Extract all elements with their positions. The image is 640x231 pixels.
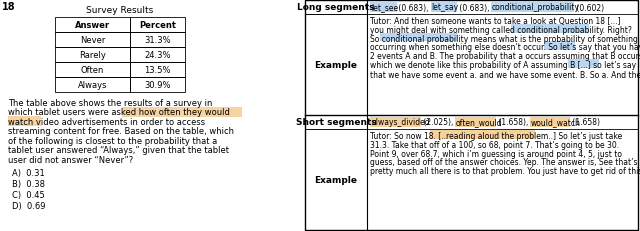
- Bar: [130, 33, 185, 48]
- Text: 18: 18: [2, 2, 15, 12]
- Text: C)  0.45: C) 0.45: [12, 191, 45, 200]
- Text: 2 events A and B. The probability that a occurs assuming that B occurs: 2 events A and B. The probability that a…: [370, 52, 640, 61]
- Text: tablet user answered “Always,” given that the tablet: tablet user answered “Always,” given tha…: [8, 146, 229, 155]
- Text: which we denote like this probability of A assuming B [...] so let’s say: which we denote like this probability of…: [370, 61, 636, 70]
- Bar: [55, 48, 130, 63]
- Text: Point 9, over 68.7, which i’m guessing is around point 4, 5, just to: Point 9, over 68.7, which i’m guessing i…: [370, 149, 622, 158]
- Bar: [511, 25, 589, 33]
- Text: of the following is closest to the probability that a: of the following is closest to the proba…: [8, 137, 217, 145]
- Bar: [8, 116, 41, 126]
- Bar: [130, 78, 185, 93]
- Bar: [305, 1, 638, 230]
- Text: 24.3%: 24.3%: [144, 51, 171, 60]
- Bar: [130, 63, 185, 78]
- Text: Rarely: Rarely: [79, 51, 106, 60]
- Bar: [370, 3, 397, 13]
- Text: let_see: let_see: [371, 3, 398, 12]
- Text: (1.658): (1.658): [570, 118, 600, 127]
- Text: always_divided: always_divided: [371, 118, 429, 127]
- Bar: [55, 63, 130, 78]
- Text: you might deal with something called conditional probability. Right?: you might deal with something called con…: [370, 26, 632, 35]
- Text: 30.9%: 30.9%: [144, 81, 171, 90]
- Text: Answer: Answer: [75, 21, 110, 30]
- Text: pretty much all there is to that problem. You just have to get rid of this.: pretty much all there is to that problem…: [370, 167, 640, 175]
- Text: conditional_probability: conditional_probability: [492, 3, 580, 12]
- Text: Always: Always: [77, 81, 108, 90]
- Bar: [55, 33, 130, 48]
- Text: often_would: often_would: [456, 118, 502, 127]
- Bar: [431, 3, 457, 13]
- Text: B)  0.38: B) 0.38: [12, 180, 45, 189]
- Bar: [491, 3, 573, 13]
- Text: The table above shows the results of a survey in: The table above shows the results of a s…: [8, 99, 212, 108]
- Bar: [455, 118, 495, 128]
- Text: 31.3%: 31.3%: [144, 36, 171, 45]
- Text: Percent: Percent: [139, 21, 176, 30]
- Bar: [55, 18, 130, 33]
- Text: Survey Results: Survey Results: [86, 6, 154, 15]
- Text: watch video advertisements in order to access: watch video advertisements in order to a…: [8, 118, 205, 126]
- Bar: [430, 131, 535, 139]
- Text: 31.3. Take that off of a 100, so 68, point 7. That’s going to be 30.: 31.3. Take that off of a 100, so 68, poi…: [370, 140, 619, 149]
- Text: Never: Never: [80, 36, 105, 45]
- Text: A)  0.31: A) 0.31: [12, 169, 45, 178]
- Text: user did not answer “Never”?: user did not answer “Never”?: [8, 155, 133, 164]
- Text: (0.683),: (0.683),: [457, 3, 492, 12]
- Text: streaming content for free. Based on the table, which: streaming content for free. Based on the…: [8, 127, 234, 136]
- Bar: [568, 60, 599, 69]
- Bar: [529, 118, 570, 128]
- Text: that we have some event a. and we have some event. B. So a. And then we [..]: that we have some event a. and we have s…: [370, 70, 640, 79]
- Text: (0.683),: (0.683),: [397, 3, 431, 12]
- Text: D)  0.69: D) 0.69: [12, 202, 45, 211]
- Bar: [55, 78, 130, 93]
- Text: would_watch: would_watch: [531, 118, 580, 127]
- Text: (0.602): (0.602): [573, 3, 604, 12]
- Text: Tutor: And then someone wants to take a look at Question 18 [...]: Tutor: And then someone wants to take a …: [370, 17, 621, 26]
- Bar: [370, 118, 421, 128]
- Text: So conditional probability means what is the probability of something: So conditional probability means what is…: [370, 34, 638, 43]
- Bar: [380, 33, 458, 42]
- Bar: [130, 18, 185, 33]
- Text: Short segments: Short segments: [296, 118, 376, 127]
- Text: occurring when something else doesn’t occur. So let’s say that you have: occurring when something else doesn’t oc…: [370, 43, 640, 52]
- Text: Tutor: So now 18. [..reading aloud the problem..] So let’s just take: Tutor: So now 18. [..reading aloud the p…: [370, 131, 622, 140]
- Text: 13.5%: 13.5%: [144, 66, 171, 75]
- Text: Example: Example: [314, 175, 358, 184]
- Text: Example: Example: [314, 61, 358, 70]
- Text: which tablet users were asked how often they would: which tablet users were asked how often …: [8, 108, 230, 117]
- Text: (1.658),: (1.658),: [495, 118, 531, 127]
- Text: guess, based off of the answer choices. Yep. The answer is, See that’s: guess, based off of the answer choices. …: [370, 158, 637, 167]
- Text: Often: Often: [81, 66, 104, 75]
- Bar: [544, 42, 575, 51]
- Bar: [130, 48, 185, 63]
- Text: Long segments: Long segments: [297, 3, 375, 12]
- Bar: [122, 107, 242, 117]
- Text: let_say: let_say: [431, 3, 459, 12]
- Text: (2.025),: (2.025),: [421, 118, 456, 127]
